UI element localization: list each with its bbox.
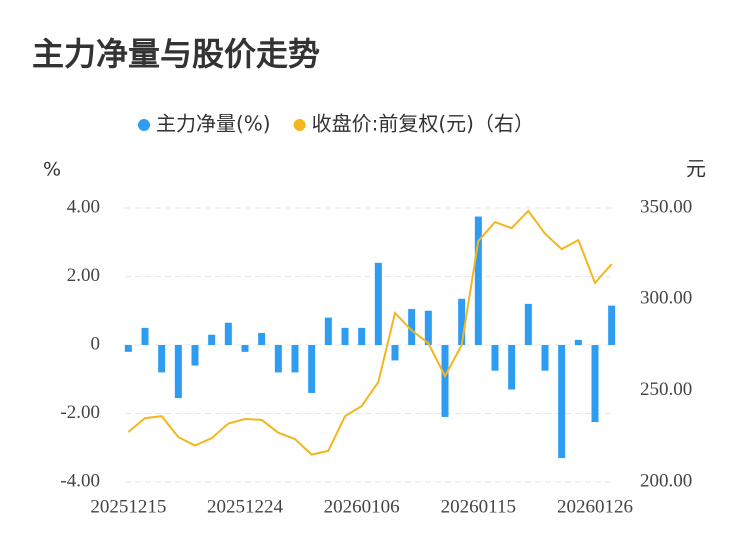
- y-tick-label: -4.00: [60, 470, 100, 491]
- bar: [174, 345, 182, 399]
- bar: [508, 345, 516, 390]
- y-axis-label: %: [43, 159, 61, 181]
- bar: [441, 345, 449, 417]
- y2-axis-label: 元: [686, 157, 706, 181]
- x-tick-label: 20251215: [90, 496, 166, 517]
- bar: [124, 345, 132, 352]
- y2-tick-label: 200.00: [640, 470, 692, 491]
- bar: [374, 262, 382, 345]
- bar: [191, 345, 199, 366]
- y-tick-label: 0: [91, 333, 101, 354]
- y2-tick-label: 250.00: [640, 379, 692, 400]
- x-tick-label: 20260115: [441, 496, 516, 517]
- bar: [491, 345, 499, 371]
- bar: [258, 333, 266, 345]
- bar: [558, 345, 566, 459]
- bar: [458, 298, 466, 345]
- chart-title: 主力净量与股价走势: [32, 35, 320, 73]
- x-tick-label: 20251224: [207, 496, 284, 517]
- bar: [141, 327, 149, 345]
- bar: [291, 345, 299, 373]
- bar: [308, 345, 316, 393]
- x-tick-label: 20260106: [324, 496, 400, 517]
- bar: [591, 345, 599, 423]
- bar: [158, 345, 166, 373]
- x-tick-label: 20260126: [557, 496, 633, 517]
- legend-label: 收盘价:前复权(元)（右）: [312, 112, 534, 136]
- bar: [474, 216, 482, 345]
- bar: [408, 309, 416, 345]
- y-tick-label: -2.00: [60, 402, 100, 423]
- bar: [424, 310, 432, 345]
- bar: [341, 327, 349, 345]
- y-tick-label: 4.00: [67, 196, 100, 217]
- bar: [224, 322, 232, 345]
- bar: [241, 345, 249, 352]
- legend-marker: [293, 119, 306, 131]
- legend-marker: [138, 119, 150, 131]
- price-line: [127, 209, 613, 456]
- y-tick-label: 2.00: [67, 265, 100, 286]
- bar: [541, 345, 549, 371]
- bar: [574, 339, 582, 345]
- bar: [274, 345, 282, 373]
- legend-label: 主力净量(%): [156, 112, 271, 136]
- bar: [524, 303, 532, 345]
- bar: [358, 327, 366, 345]
- bar: [208, 334, 216, 345]
- y2-tick-label: 350.00: [640, 196, 692, 217]
- bar: [391, 345, 399, 361]
- bar: [324, 317, 332, 345]
- y2-tick-label: 300.00: [640, 288, 692, 309]
- bar: [608, 305, 616, 345]
